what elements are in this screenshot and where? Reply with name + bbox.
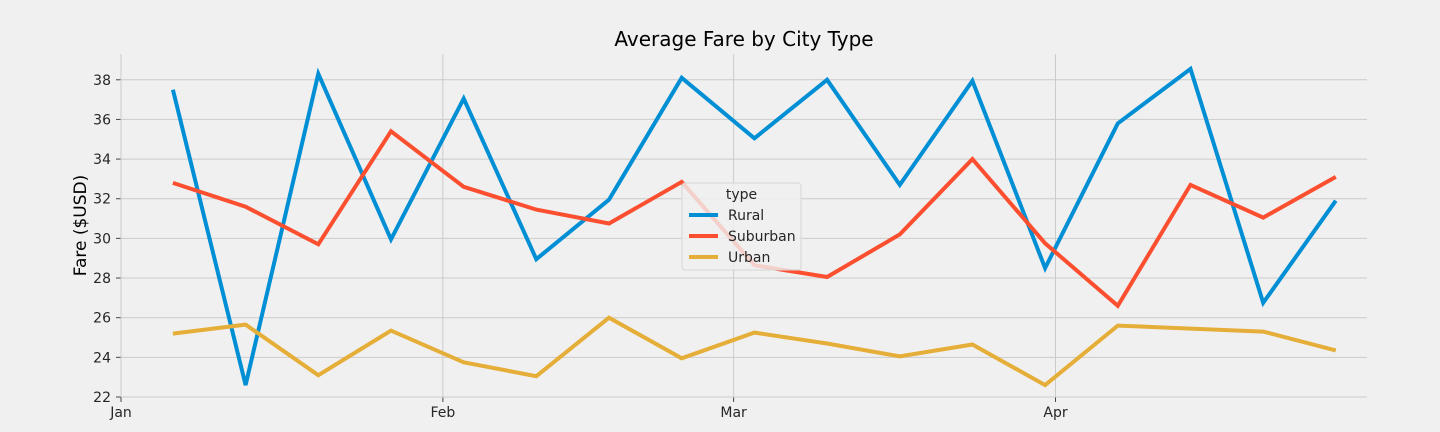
y-tick-label: 38 xyxy=(93,73,111,89)
x-tick-label: Mar xyxy=(720,405,747,421)
legend-label-urban: Urban xyxy=(728,250,770,266)
x-tick-label: Apr xyxy=(1043,405,1067,421)
y-tick-label: 24 xyxy=(93,350,111,366)
legend-title: type xyxy=(726,187,757,203)
axes: 22 24 26 28 30 32 34 36 38 Jan Feb Mar Apr xyxy=(93,54,1367,421)
legend-label-suburban: Suburban xyxy=(728,229,796,245)
legend: type Rural Suburban Urban xyxy=(681,182,802,271)
legend-label-rural: Rural xyxy=(728,208,764,224)
y-tick-label: 28 xyxy=(93,271,111,287)
y-tick-label: 30 xyxy=(93,231,111,247)
legend-box xyxy=(681,182,802,271)
y-tick-label: 34 xyxy=(93,152,111,168)
series-line-rural xyxy=(170,65,1338,386)
y-axis-title: Fare ($USD) xyxy=(71,175,91,277)
y-tick-label: 32 xyxy=(93,192,111,208)
y-tick-label: 22 xyxy=(93,390,111,406)
x-tick-label: Feb xyxy=(430,405,455,421)
x-tick-label: Jan xyxy=(109,405,132,421)
chart-title: Average Fare by City Type xyxy=(614,27,873,51)
y-tick-label: 36 xyxy=(93,112,111,128)
series-line-urban xyxy=(172,315,1337,388)
y-tick-label: 26 xyxy=(93,311,111,327)
